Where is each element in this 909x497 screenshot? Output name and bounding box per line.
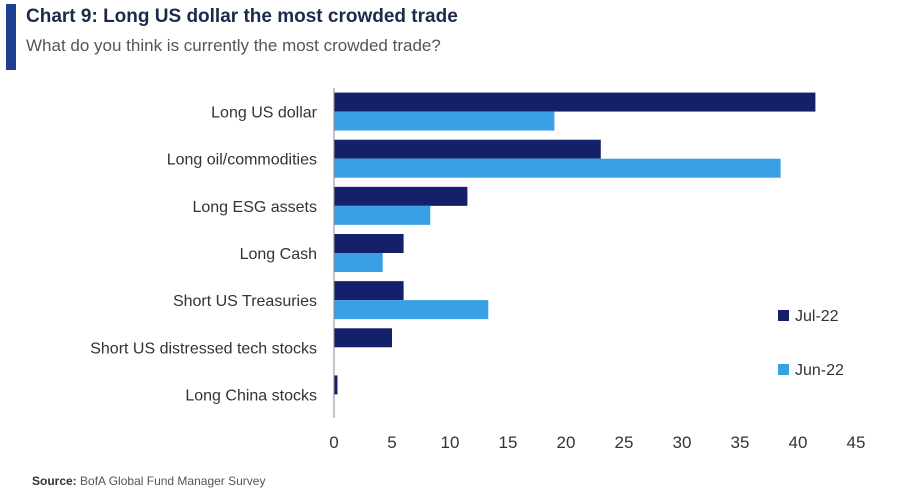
category-label: Long US dollar (211, 105, 318, 122)
bar-jun-22 (334, 253, 383, 272)
x-tick-label: 45 (847, 433, 866, 452)
source-text: BofA Global Fund Manager Survey (80, 474, 266, 488)
x-tick-label: 25 (615, 433, 634, 452)
category-label: Long China stocks (185, 387, 317, 404)
x-tick-label: 10 (441, 433, 460, 452)
chart-subtitle: What do you think is currently the most … (26, 36, 441, 55)
x-tick-label: 15 (499, 433, 518, 452)
legend-swatch-jul-22 (778, 310, 789, 321)
chart-title: Chart 9: Long US dollar the most crowded… (26, 6, 458, 27)
bar-jun-22 (334, 158, 781, 178)
bar-jul-22 (334, 328, 392, 348)
bar-jul-22 (334, 92, 816, 112)
x-tick-label: 0 (329, 433, 338, 452)
bar-jun-22 (334, 205, 431, 225)
category-label: Long Cash (240, 246, 317, 263)
x-tick-label: 5 (387, 433, 396, 452)
bar-jul-22 (334, 186, 468, 206)
bar-jul-22 (334, 375, 338, 395)
bar-jul-22 (334, 281, 404, 301)
category-label: Short US Treasuries (173, 293, 317, 310)
bar-jul-22 (334, 234, 404, 253)
x-tick-label: 20 (557, 433, 576, 452)
x-tick-label: 30 (673, 433, 692, 452)
bar-jul-22 (334, 139, 601, 159)
source-label: Source: (32, 474, 77, 488)
title-accent-bar (6, 4, 16, 70)
category-label: Long oil/commodities (167, 152, 317, 169)
category-label: Long ESG assets (192, 199, 317, 216)
bar-jun-22 (334, 300, 489, 320)
source-note: Source: BofA Global Fund Manager Survey (32, 474, 265, 488)
legend-label: Jun-22 (795, 362, 844, 379)
category-label: Short US distressed tech stocks (90, 340, 317, 357)
legend-label: Jul-22 (795, 308, 839, 325)
x-tick-label: 35 (731, 433, 750, 452)
bar-jun-22 (334, 111, 555, 131)
legend-swatch-jun-22 (778, 364, 789, 375)
x-tick-label: 40 (789, 433, 808, 452)
